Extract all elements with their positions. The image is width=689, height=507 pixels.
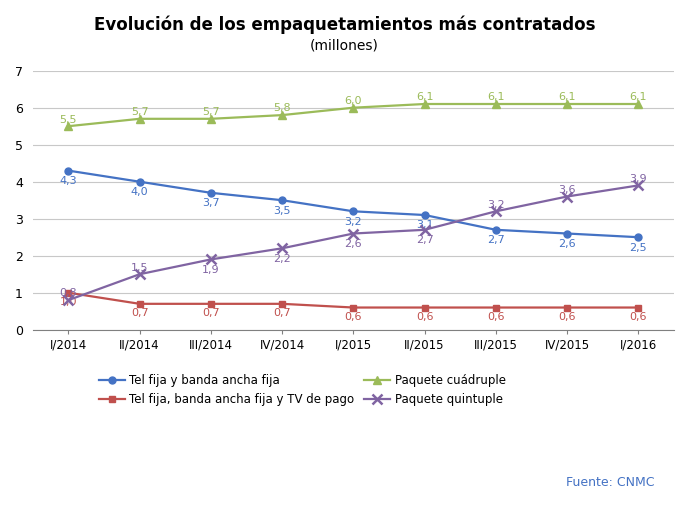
Text: 1,0: 1,0 — [60, 297, 77, 307]
Tel fija y banda ancha fija — [207, 190, 215, 196]
Text: 2,2: 2,2 — [274, 254, 291, 264]
Text: 0,7: 0,7 — [202, 308, 220, 318]
Text: 3,2: 3,2 — [487, 200, 504, 210]
Tel fija y banda ancha fija — [563, 231, 571, 237]
Line: Paquete quintuple: Paquete quintuple — [63, 180, 644, 305]
Tel fija, banda ancha fija y TV de pago — [635, 305, 643, 311]
Tel fija y banda ancha fija — [64, 168, 72, 174]
Tel fija y banda ancha fija — [349, 208, 358, 214]
Tel fija y banda ancha fija — [420, 212, 429, 218]
Line: Tel fija, banda ancha fija y TV de pago: Tel fija, banda ancha fija y TV de pago — [65, 290, 641, 310]
Paquete cuádruple — [64, 123, 72, 129]
Text: 0,6: 0,6 — [558, 312, 576, 322]
Text: 1,9: 1,9 — [202, 265, 220, 275]
Paquete quintuple — [207, 257, 215, 263]
Text: Evolución de los empaquetamientos más contratados: Evolución de los empaquetamientos más co… — [94, 15, 595, 33]
Text: 5,7: 5,7 — [202, 107, 220, 117]
Legend: Tel fija y banda ancha fija, Tel fija, banda ancha fija y TV de pago, Paquete cu: Tel fija y banda ancha fija, Tel fija, b… — [99, 375, 506, 407]
Text: 3,5: 3,5 — [274, 205, 291, 215]
Text: 1,5: 1,5 — [131, 263, 148, 273]
Text: 2,6: 2,6 — [558, 239, 576, 249]
Text: 0,6: 0,6 — [630, 312, 647, 322]
Tel fija, banda ancha fija y TV de pago — [492, 305, 500, 311]
Text: 4,0: 4,0 — [131, 187, 148, 197]
Paquete quintuple — [64, 297, 72, 303]
Text: 5,8: 5,8 — [274, 103, 291, 114]
Text: 3,2: 3,2 — [344, 216, 362, 227]
Tel fija y banda ancha fija — [635, 234, 643, 240]
Paquete quintuple — [349, 231, 358, 237]
Paquete cuádruple — [563, 101, 571, 107]
Tel fija, banda ancha fija y TV de pago — [278, 301, 286, 307]
Tel fija, banda ancha fija y TV de pago — [64, 289, 72, 296]
Text: 5,5: 5,5 — [60, 115, 77, 125]
Text: 3,1: 3,1 — [416, 221, 433, 230]
Line: Tel fija y banda ancha fija: Tel fija y banda ancha fija — [65, 167, 642, 241]
Text: 6,1: 6,1 — [416, 92, 433, 102]
Tel fija, banda ancha fija y TV de pago — [563, 305, 571, 311]
Text: 0,6: 0,6 — [487, 312, 504, 322]
Text: 3,9: 3,9 — [630, 174, 647, 184]
Text: 2,7: 2,7 — [487, 235, 505, 245]
Text: 4,3: 4,3 — [59, 176, 77, 186]
Text: 0,7: 0,7 — [274, 308, 291, 318]
Paquete quintuple — [635, 183, 643, 189]
Tel fija, banda ancha fija y TV de pago — [420, 305, 429, 311]
Text: 0,7: 0,7 — [131, 308, 148, 318]
Paquete cuádruple — [278, 112, 286, 118]
Text: 2,6: 2,6 — [344, 239, 362, 249]
Text: 0,8: 0,8 — [59, 288, 77, 299]
Text: 0,6: 0,6 — [344, 312, 362, 322]
Tel fija, banda ancha fija y TV de pago — [136, 301, 144, 307]
Tel fija, banda ancha fija y TV de pago — [207, 301, 215, 307]
Paquete cuádruple — [207, 116, 215, 122]
Text: (millones): (millones) — [310, 38, 379, 52]
Paquete cuádruple — [136, 116, 144, 122]
Tel fija, banda ancha fija y TV de pago — [349, 305, 358, 311]
Paquete cuádruple — [349, 104, 358, 111]
Text: Fuente: CNMC: Fuente: CNMC — [566, 476, 655, 489]
Text: 6,1: 6,1 — [630, 92, 647, 102]
Line: Paquete cuádruple: Paquete cuádruple — [64, 100, 643, 130]
Paquete cuádruple — [635, 101, 643, 107]
Text: 6,1: 6,1 — [558, 92, 576, 102]
Text: 0,6: 0,6 — [416, 312, 433, 322]
Text: 6,0: 6,0 — [344, 96, 362, 106]
Paquete quintuple — [492, 208, 500, 214]
Paquete quintuple — [278, 245, 286, 251]
Paquete cuádruple — [420, 101, 429, 107]
Paquete quintuple — [420, 227, 429, 233]
Text: 6,1: 6,1 — [487, 92, 504, 102]
Text: 2,5: 2,5 — [630, 242, 647, 252]
Tel fija y banda ancha fija — [492, 227, 500, 233]
Text: 5,7: 5,7 — [131, 107, 148, 117]
Paquete quintuple — [563, 194, 571, 200]
Paquete quintuple — [136, 271, 144, 277]
Text: 3,7: 3,7 — [202, 198, 220, 208]
Text: 2,7: 2,7 — [415, 235, 433, 245]
Tel fija y banda ancha fija — [136, 178, 144, 185]
Tel fija y banda ancha fija — [278, 197, 286, 203]
Text: 3,6: 3,6 — [558, 185, 576, 195]
Paquete cuádruple — [492, 101, 500, 107]
